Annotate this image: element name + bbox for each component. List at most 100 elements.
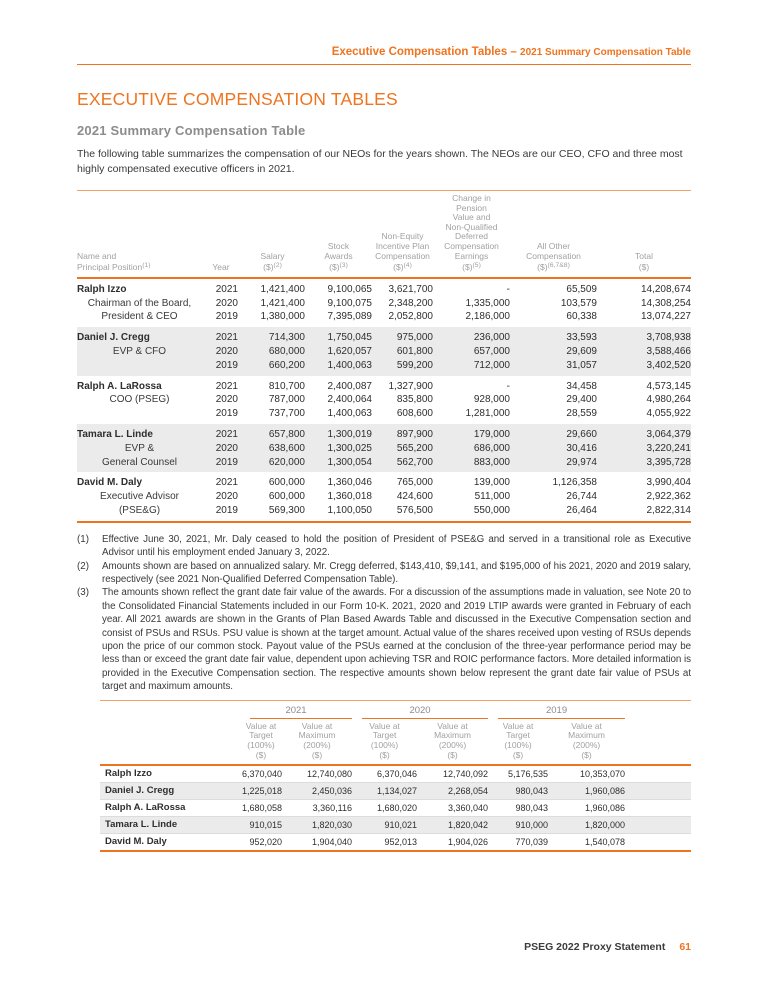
year-group-row: 2021 2020 2019 xyxy=(100,700,691,719)
neo-position: EVP & CFO xyxy=(77,344,202,359)
cell: 1,820,042 xyxy=(417,816,489,834)
cell: 1,400,063 xyxy=(327,408,373,420)
table-row: Ralph A. LaRossa 2021 810,700 2,400,087 … xyxy=(77,376,691,394)
cell: 787,000 xyxy=(268,394,305,406)
table-row: COO (PSEG) 2020 787,000 2,400,064 835,80… xyxy=(77,393,691,407)
table-row: David M. Daly 952,020 1,904,040 952,013 … xyxy=(100,833,692,852)
table-row: Ralph A. LaRossa 1,680,058 3,360,116 1,6… xyxy=(100,799,692,817)
cell: 13,074,227 xyxy=(640,311,691,323)
empty-cell xyxy=(100,700,240,719)
footnote-text: The amounts shown reflect the grant date… xyxy=(102,587,691,693)
cell: 28,559 xyxy=(566,408,597,420)
cell: 910,000 xyxy=(488,816,549,834)
cell: 2,400,064 xyxy=(327,394,373,406)
cell: 424,600 xyxy=(396,491,433,503)
cell: 1,281,000 xyxy=(465,408,511,420)
cell: 1,360,046 xyxy=(327,477,373,489)
cell: 12,740,092 xyxy=(417,764,489,783)
cell: 2020 xyxy=(215,394,238,406)
neo-name: Tamara L. Linde xyxy=(77,423,202,442)
table-header: Name and Principal Position(1) Year Sala… xyxy=(77,190,691,279)
cell: 770,039 xyxy=(488,833,549,852)
cell: 2,268,054 xyxy=(417,782,489,800)
cell: 1,680,058 xyxy=(240,799,282,817)
cell: 1,360,018 xyxy=(327,491,373,503)
cell: 601,800 xyxy=(372,344,433,359)
column-header-stock-awards: Stock Awards ($)(3) xyxy=(305,190,372,279)
footnote-number: (2) xyxy=(77,560,89,572)
cell: 952,020 xyxy=(240,833,282,852)
column-header-year: Year xyxy=(202,190,240,279)
cell: 657,800 xyxy=(240,423,305,442)
cell: 1,904,040 xyxy=(282,833,353,852)
page-title: EXECUTIVE COMPENSATION TABLES xyxy=(77,89,398,109)
cell: 3,064,379 xyxy=(597,423,691,442)
cell: 26,464 xyxy=(566,504,597,516)
cell: 2020 xyxy=(202,344,240,359)
neo-position xyxy=(77,358,202,376)
psu-value-table: 2021 2020 2019 Value at Target (100%) ($… xyxy=(100,699,692,852)
cell: 4,573,145 xyxy=(646,380,692,392)
neo-name: Ralph Izzo xyxy=(77,283,127,295)
empty-cell xyxy=(625,782,692,800)
empty-cell xyxy=(625,700,691,719)
cell: 1,134,027 xyxy=(352,782,418,800)
cell: 511,000 xyxy=(474,491,510,503)
cell: 1,335,000 xyxy=(465,297,511,309)
table-row: Ralph Izzo 6,370,040 12,740,080 6,370,04… xyxy=(100,764,692,783)
neo-position: Executive Advisor xyxy=(100,491,179,503)
cell: 3,360,040 xyxy=(417,799,489,817)
column-header-target-2021: Value at Target (100%) ($) xyxy=(240,718,282,766)
cell: 1,960,086 xyxy=(548,782,626,800)
cell: 1,820,000 xyxy=(548,816,626,834)
table-row: Tamara L. Linde 910,015 1,820,030 910,02… xyxy=(100,816,692,834)
column-header-maximum-2020: Value at Maximum (200%) ($) xyxy=(417,718,489,766)
column-header-target-2019: Value at Target (100%) ($) xyxy=(488,718,549,766)
section-title: 2021 Summary Compensation Table xyxy=(77,123,306,138)
page-number: 61 xyxy=(679,941,691,953)
cell: 2,922,362 xyxy=(646,491,692,503)
summary-compensation-table: Name and Principal Position(1) Year Sala… xyxy=(77,190,691,523)
empty-cell xyxy=(625,718,692,766)
cell: 1,421,400 xyxy=(260,283,306,295)
cell: 7,395,089 xyxy=(327,311,373,323)
cell: 608,600 xyxy=(396,408,433,420)
neo-name: Ralph A. LaRossa xyxy=(100,799,240,817)
neo-position: COO (PSEG) xyxy=(109,394,170,406)
cell: 60,338 xyxy=(566,311,597,323)
table-row: Daniel J. Cregg 2021 714,300 1,750,045 9… xyxy=(77,327,691,345)
table-row: David M. Daly 2021 600,000 1,360,046 765… xyxy=(77,472,691,490)
cell: 686,000 xyxy=(433,441,510,456)
neo-position: General Counsel xyxy=(77,455,202,473)
cell: 1,680,020 xyxy=(352,799,418,817)
cell: 565,200 xyxy=(372,441,433,456)
footnote-3: (3) The amounts shown reflect the grant … xyxy=(77,586,691,693)
table-row: Daniel J. Cregg 1,225,018 2,450,036 1,13… xyxy=(100,782,692,800)
cell: 2020 xyxy=(215,491,238,503)
cell: 1,750,045 xyxy=(305,327,372,345)
cell: 3,360,116 xyxy=(282,799,353,817)
cell: 26,744 xyxy=(566,491,597,503)
cell: 928,000 xyxy=(473,394,510,406)
neo-position: EVP & xyxy=(77,441,202,456)
table-row: 2019 660,200 1,400,063 599,200 712,000 3… xyxy=(77,358,691,376)
cell: 600,000 xyxy=(268,491,305,503)
page-footer: PSEG 2022 Proxy Statement 61 xyxy=(524,941,691,953)
cell: 1,400,063 xyxy=(305,358,372,376)
page-content: Executive Compensation Tables – 2021 Sum… xyxy=(77,0,691,852)
cell: 1,421,400 xyxy=(260,297,306,309)
cell: 2019 xyxy=(215,408,238,420)
cell: 599,200 xyxy=(372,358,433,376)
cell: 2019 xyxy=(215,504,238,516)
empty-cell xyxy=(625,833,692,852)
table-row: General Counsel 2019 620,000 1,300,054 5… xyxy=(77,455,691,473)
cell: 2,450,036 xyxy=(282,782,353,800)
footnote-number: (3) xyxy=(77,587,89,599)
column-header-non-equity: Non-Equity Incentive Plan Compensation (… xyxy=(372,190,433,279)
neo-name: Ralph A. LaRossa xyxy=(77,380,162,392)
cell: 1,540,078 xyxy=(548,833,626,852)
cell: 6,370,046 xyxy=(352,764,418,783)
cell: 1,820,030 xyxy=(282,816,353,834)
cell: 3,588,466 xyxy=(597,344,691,359)
